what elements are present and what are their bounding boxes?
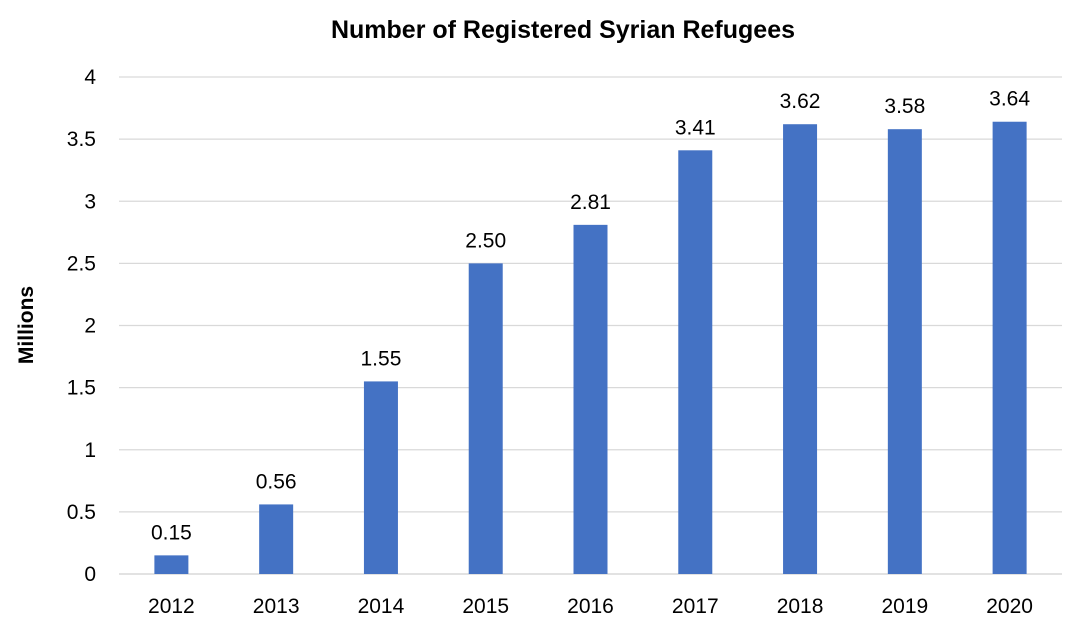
y-axis-ticks: 0 0.5 1 1.5 2 2.5 3 3.5 4	[67, 66, 97, 586]
bar-2016	[573, 224, 608, 575]
x-tick-label: 2014	[358, 595, 405, 618]
bar-2018	[783, 124, 818, 574]
bar-2013	[259, 504, 294, 574]
data-label-2014: 1.55	[361, 347, 402, 370]
y-tick-label: 0.5	[67, 501, 96, 524]
y-tick-label: 2	[84, 315, 96, 338]
y-tick-label: 0	[84, 563, 96, 586]
data-label-2013: 0.56	[256, 470, 297, 493]
bar-2014	[363, 381, 398, 574]
x-tick-label: 2016	[567, 595, 614, 618]
data-label-2018: 3.62	[780, 90, 821, 113]
x-tick-label: 2013	[253, 595, 300, 618]
bar-2019	[887, 129, 922, 574]
data-label-2016: 2.81	[570, 191, 611, 214]
chart-title: Number of Registered Syrian Refugees	[331, 16, 795, 44]
bar-2012	[154, 555, 189, 574]
bar-2015	[468, 263, 503, 574]
bars	[154, 121, 1027, 575]
y-tick-label: 1.5	[67, 377, 96, 400]
x-tick-label: 2017	[672, 595, 719, 618]
y-tick-label: 4	[84, 66, 96, 89]
y-tick-label: 3	[84, 190, 96, 213]
bar-2017	[678, 150, 713, 574]
data-label-2020: 3.64	[989, 88, 1030, 111]
y-tick-label: 2.5	[67, 252, 96, 275]
y-axis-label: Millions	[15, 286, 38, 364]
data-label-2012: 0.15	[151, 521, 192, 544]
data-label-2017: 3.41	[675, 116, 716, 139]
x-axis-ticks: 2012 2013 2014 2015 2016 2017 2018 2019 2020	[148, 595, 1033, 618]
x-tick-label: 2018	[777, 595, 824, 618]
x-tick-label: 2015	[462, 595, 509, 618]
y-tick-label: 3.5	[67, 128, 96, 151]
x-tick-label: 2012	[148, 595, 195, 618]
x-tick-label: 2020	[986, 595, 1033, 618]
data-label-2015: 2.50	[465, 229, 506, 252]
data-label-2019: 3.58	[884, 95, 925, 118]
x-tick-label: 2019	[881, 595, 928, 618]
bar-2020	[992, 121, 1027, 574]
y-tick-label: 1	[84, 439, 96, 462]
data-labels: 0.15 0.56 1.55 2.50 2.81 3.41 3.62 3.58 3.64	[151, 88, 1030, 545]
